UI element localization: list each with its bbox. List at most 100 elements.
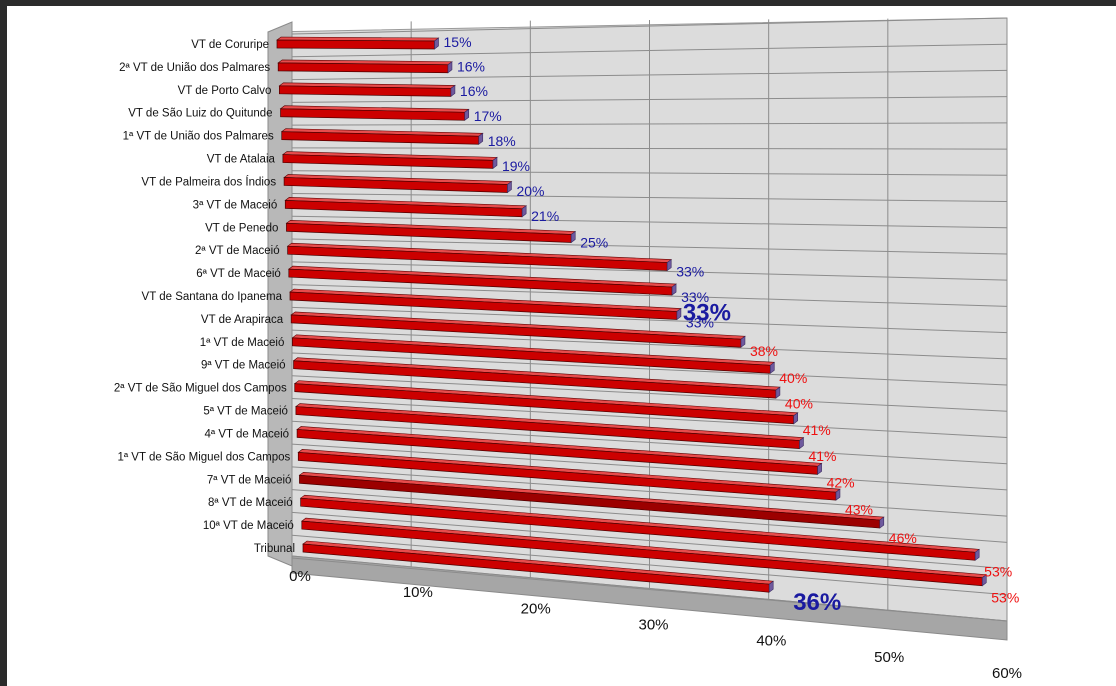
bar-end-face [521, 205, 527, 218]
category-label: Tribunal [254, 543, 295, 555]
value-label: 46% [889, 530, 917, 546]
category-label: 8ª VT de Maceió [208, 497, 293, 509]
category-label: 5ª VT de Maceió [203, 406, 288, 418]
bar-front-face [277, 62, 449, 74]
horizontal-gridline [291, 398, 1008, 438]
bar-end-face [769, 361, 775, 374]
value-label: 16% [457, 59, 485, 75]
horizontal-gridline [291, 17, 1008, 35]
callout-label: 36% [793, 589, 841, 616]
x-tick-labels: 0% 10% 20% 30% 40% 50% 60% [289, 568, 1022, 682]
bar-vt-de-santana-do-ipanema [289, 288, 682, 321]
bar-1-vt-de-maceio [291, 334, 776, 374]
bar-end-face [799, 436, 804, 450]
bar-2-vt-de-uniao-dos-palmares [277, 59, 453, 74]
bar-vt-de-penedo [285, 219, 577, 244]
bar-end-face [671, 283, 677, 296]
category-label: VT de Atalaia [207, 154, 276, 166]
bar-end-face [507, 180, 512, 194]
value-label: 17% [474, 108, 502, 124]
x-tick-label: 60% [992, 665, 1022, 682]
horizontal-gridline [291, 261, 1008, 281]
x-tick-label: 30% [638, 617, 668, 634]
horizontal-gridline [291, 306, 1008, 334]
category-label: 1ª VT de Maceió [200, 337, 285, 349]
value-labels: 15%16%16%17%18%19%20%21%25%33%33%33%38%4… [444, 34, 1020, 606]
bar-end-face [464, 108, 470, 121]
value-label: 41% [808, 448, 836, 464]
value-label: 42% [827, 475, 855, 491]
bar-8-vt-de-maceio [299, 494, 980, 561]
bar-vt-de-arapiraca [290, 311, 746, 348]
category-label: VT de Arapiraca [201, 314, 284, 326]
chart-frame: VT de Coruripe 2ª VT de União dos Palmare… [7, 6, 1116, 686]
value-label: 53% [984, 563, 1012, 579]
bar-1-vt-de-sao-miguel-dos-campos [297, 449, 841, 501]
value-label: 33% [686, 314, 714, 330]
value-label: 25% [580, 235, 608, 251]
category-label: 7ª VT de Maceió [207, 474, 292, 486]
bar-3-vt-de-maceio [284, 197, 528, 218]
x-tick-label: 0% [289, 568, 311, 585]
category-labels: VT de Coruripe 2ª VT de União dos Palmare… [114, 39, 295, 555]
value-label: 18% [488, 133, 516, 149]
value-label: 16% [460, 83, 488, 99]
bar-front-face [276, 39, 435, 50]
callout-labels: 33% 36% [683, 300, 841, 617]
callout-label: 33% [683, 300, 731, 327]
bar-9-vt-de-maceio [292, 357, 781, 399]
value-label: 40% [785, 396, 813, 412]
bar-end-face [570, 230, 576, 244]
category-label: 3ª VT de Maceió [193, 199, 278, 211]
bar-vt-de-sao-luiz-do-quitunde [279, 105, 470, 121]
category-label: VT de São Luiz do Quitunde [128, 108, 272, 120]
category-label: VT de Santana do Ipanema [142, 291, 283, 303]
horizontal-gridline [291, 511, 1008, 570]
value-label: 43% [845, 501, 873, 517]
value-label: 33% [681, 289, 709, 305]
x-tick-label: 50% [874, 649, 904, 666]
value-label: 41% [803, 422, 831, 438]
bar-end-face [434, 37, 439, 50]
bar-end-face [835, 488, 841, 501]
category-label: 6ª VT de Maceió [196, 268, 281, 280]
bar-end-face [775, 386, 781, 399]
x-tick-label: 10% [403, 584, 433, 601]
category-label: 10ª VT de Maceió [203, 520, 294, 532]
horizontal-gridline [291, 284, 1008, 307]
bar-6-vt-de-maceio [287, 265, 677, 296]
horizontal-gridline [291, 238, 1008, 255]
bar-1-vt-de-uniao-dos-palmares [280, 128, 484, 145]
value-label: 15% [444, 34, 472, 50]
bar-end-face [817, 462, 822, 475]
bar-2-vt-de-maceio [286, 242, 673, 272]
value-label: 33% [676, 264, 704, 280]
bar-end-face [492, 156, 498, 169]
horizontal-gridline [291, 170, 1008, 176]
horizontal-gridlines [291, 17, 1008, 622]
horizontal-gridline [291, 557, 1008, 622]
bar-end-face [666, 258, 672, 272]
bar-end-face [478, 132, 484, 145]
category-label: 2ª VT de União dos Palmares [119, 62, 270, 74]
bar-vt-de-palmeira-dos-indios [283, 174, 513, 194]
horizontal-gridline [291, 147, 1008, 150]
bar-7-vt-de-maceio [298, 471, 885, 529]
horizontal-gridline [291, 43, 1008, 58]
value-label: 21% [531, 208, 559, 224]
category-label: VT de Palmeira dos Índios [141, 175, 276, 188]
horizontal-gridline [291, 375, 1008, 412]
value-label: 19% [502, 158, 530, 174]
horizontal-gridline [291, 96, 1008, 103]
horizontal-gridline [291, 534, 1008, 596]
bar-chart: VT de Coruripe 2ª VT de União dos Palmare… [114, 17, 1022, 682]
horizontal-gridline [291, 443, 1008, 491]
bar-5-vt-de-maceio [295, 403, 805, 450]
bar-end-face [450, 84, 456, 98]
value-label: 53% [991, 590, 1019, 606]
horizontal-gridline [291, 352, 1008, 386]
category-label: 1ª VT de União dos Palmares [123, 131, 274, 143]
horizontal-gridline [291, 466, 1008, 517]
x-tick-label: 40% [756, 633, 786, 650]
category-label: 9ª VT de Maceió [201, 360, 286, 372]
